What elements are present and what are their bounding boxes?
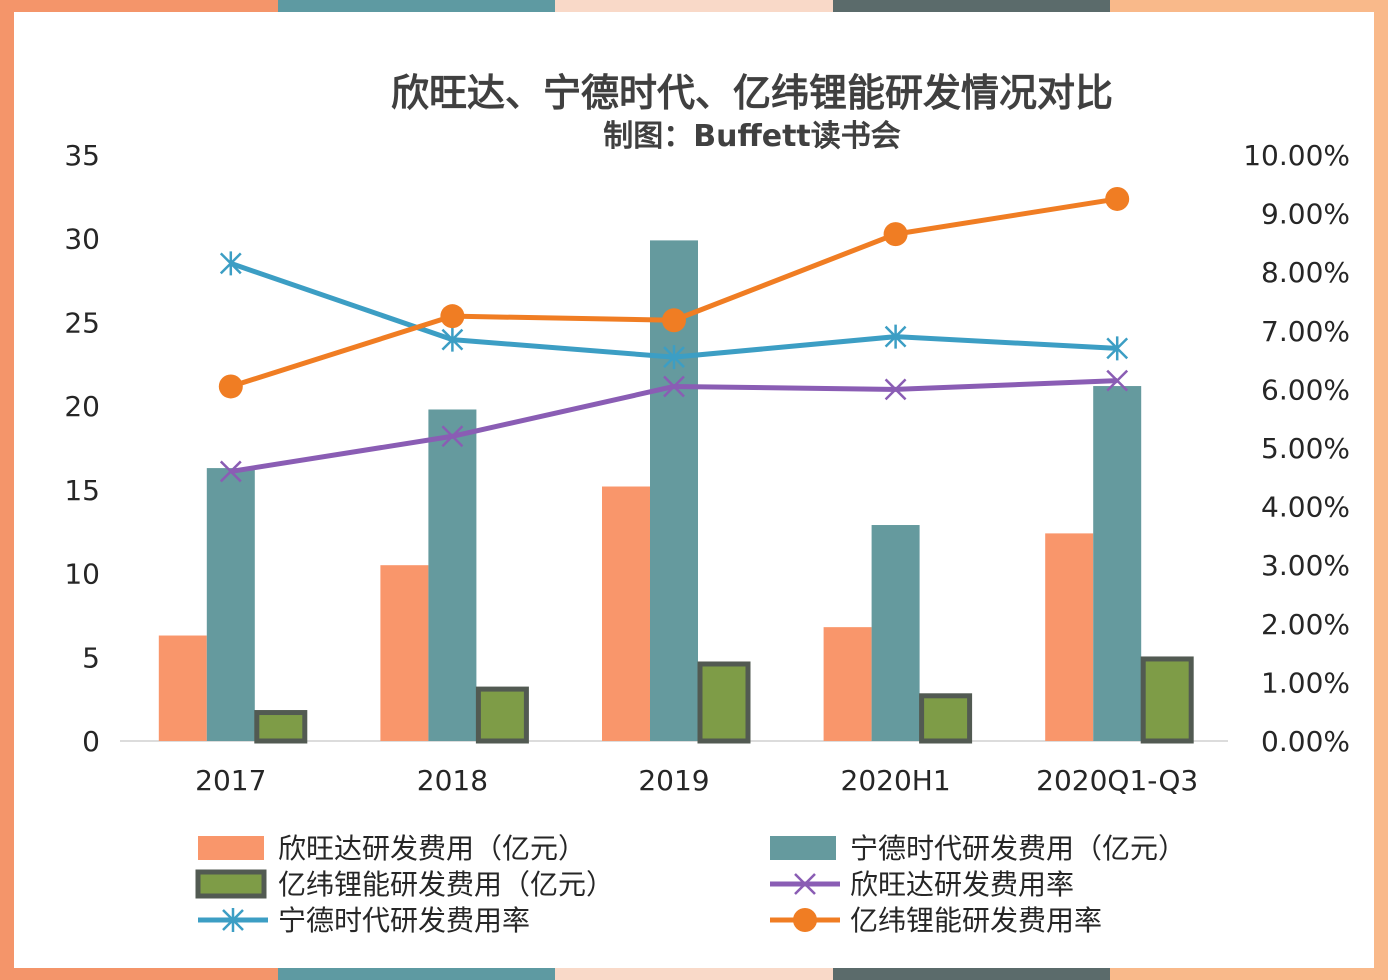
- bar: [697, 661, 751, 744]
- bar: [206, 468, 255, 741]
- asterisk-marker: [222, 908, 244, 932]
- right-tick-label: 10.00%: [1243, 139, 1350, 172]
- asterisk-marker: [441, 327, 464, 352]
- bar: [823, 627, 872, 741]
- circle-marker: [218, 374, 243, 399]
- left-tick-label: 20: [64, 390, 100, 423]
- legend-item: 欣旺达研发费用率: [770, 868, 1074, 901]
- frame-segment: [555, 0, 833, 12]
- x-marker: [794, 873, 816, 895]
- right-tick-label: 4.00%: [1261, 491, 1350, 524]
- asterisk-marker: [219, 251, 242, 276]
- left-tick-label: 30: [64, 223, 100, 256]
- left-tick-label: 35: [64, 139, 100, 172]
- chart-subtitle: 制图：Buffett读书会: [603, 119, 901, 154]
- x-marker: [441, 425, 464, 448]
- right-axis: 0.00% 1.00% 2.00% 3.00% 4.00% 5.00% 6.00% 7.00%…: [1243, 139, 1350, 758]
- chart-title: 欣旺达、宁德时代、亿纬锂能研发情况对比: [391, 71, 1113, 115]
- circle-marker: [1105, 186, 1130, 211]
- frame-segment: [832, 968, 1111, 980]
- x-marker: [884, 378, 907, 401]
- left-axis: 0 5 10 15 20 25 30 35: [64, 139, 100, 758]
- legend-label: 亿纬锂能研发费用（亿元）: [278, 868, 614, 901]
- frame-segment: [832, 0, 1111, 12]
- legend-item: 欣旺达研发费用（亿元）: [198, 832, 586, 865]
- right-tick-label: 6.00%: [1261, 373, 1350, 406]
- asterisk-marker: [1106, 336, 1129, 361]
- frame-bottom-strip: [0, 968, 1388, 980]
- bar: [871, 525, 920, 741]
- bar: [602, 486, 650, 741]
- legend-label: 宁德时代研发费用（亿元）: [850, 832, 1186, 865]
- x-tick-label: 2019: [638, 764, 709, 797]
- right-tick-label: 5.00%: [1261, 432, 1350, 465]
- left-tick-label: 25: [64, 306, 100, 339]
- lines-layer: [218, 186, 1130, 483]
- legend-label: 欣旺达研发费用（亿元）: [278, 832, 586, 865]
- frame-left-edge: [0, 0, 14, 980]
- x-marker: [219, 460, 242, 483]
- circle-marker: [662, 308, 686, 333]
- circle-marker: [883, 222, 908, 247]
- circle-marker: [793, 908, 817, 932]
- x-axis: 2017 2018 2019 2020H1 2020Q1-Q3: [195, 764, 1198, 797]
- frame-segment: [277, 0, 556, 12]
- bar: [1093, 386, 1142, 741]
- left-tick-label: 0: [82, 725, 100, 758]
- x-tick-label: 2020Q1-Q3: [1036, 764, 1198, 797]
- frame-segment: [0, 0, 278, 12]
- right-tick-label: 7.00%: [1261, 315, 1350, 348]
- legend-label: 亿纬锂能研发费用率: [850, 904, 1102, 937]
- legend-item: 宁德时代研发费用（亿元）: [770, 832, 1186, 865]
- right-tick-label: 1.00%: [1261, 666, 1350, 699]
- legend-swatch: [198, 836, 264, 860]
- circle-marker: [440, 304, 465, 329]
- frame-segment: [277, 968, 556, 980]
- legend-item: 亿纬锂能研发费用（亿元）: [195, 868, 614, 901]
- x-tick-label: 2018: [417, 764, 488, 797]
- legend-item: 宁德时代研发费用率: [198, 904, 530, 937]
- right-tick-label: 0.00%: [1261, 725, 1350, 758]
- legend-item: 亿纬锂能研发费用率: [770, 904, 1102, 937]
- bar: [428, 409, 477, 741]
- left-tick-label: 10: [64, 558, 100, 591]
- right-tick-label: 3.00%: [1261, 549, 1350, 582]
- legend-label: 欣旺达研发费用率: [850, 868, 1074, 901]
- frame-right-edge: [1374, 0, 1388, 980]
- bar: [158, 635, 207, 741]
- frame-segment: [1110, 968, 1388, 980]
- x-tick-label: 2017: [195, 764, 266, 797]
- legend: 欣旺达研发费用（亿元） 宁德时代研发费用（亿元） 亿纬锂能研发费用（亿元） 欣旺达研发…: [195, 832, 1186, 937]
- frame-top-strip: [0, 0, 1388, 12]
- asterisk-marker: [884, 324, 907, 349]
- legend-swatch: [195, 869, 267, 899]
- x-tick-label: 2020H1: [841, 764, 951, 797]
- frame-segment: [0, 968, 278, 980]
- bar: [1045, 533, 1094, 741]
- right-tick-label: 9.00%: [1261, 198, 1350, 231]
- bar: [1140, 656, 1194, 744]
- left-tick-label: 5: [82, 641, 100, 674]
- bar: [475, 686, 529, 744]
- asterisk-marker: [663, 345, 685, 370]
- bar: [254, 710, 308, 744]
- left-tick-label: 15: [64, 474, 100, 507]
- frame-segment: [1110, 0, 1388, 12]
- bar: [380, 565, 429, 741]
- bars-layer: [158, 240, 1194, 744]
- right-tick-label: 2.00%: [1261, 608, 1350, 641]
- x-marker: [1106, 369, 1129, 392]
- bar: [919, 693, 973, 744]
- frame-segment: [555, 968, 833, 980]
- legend-swatch: [770, 836, 836, 860]
- right-tick-label: 8.00%: [1261, 256, 1350, 289]
- legend-label: 宁德时代研发费用率: [278, 904, 530, 937]
- x-marker: [663, 375, 685, 398]
